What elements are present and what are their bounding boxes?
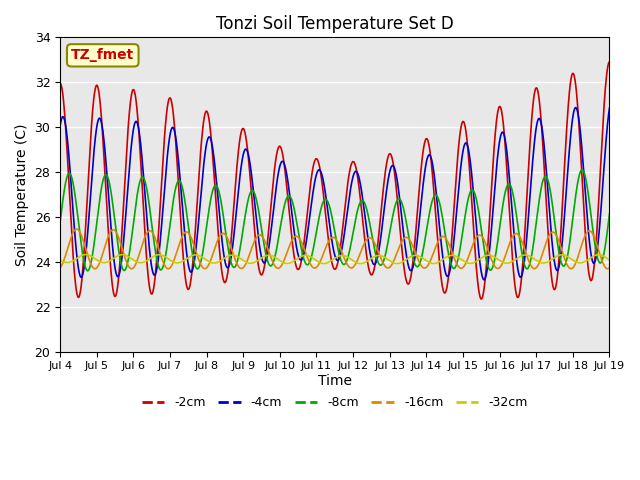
Text: TZ_fmet: TZ_fmet — [71, 48, 134, 62]
X-axis label: Time: Time — [318, 374, 352, 388]
Title: Tonzi Soil Temperature Set D: Tonzi Soil Temperature Set D — [216, 15, 454, 33]
Y-axis label: Soil Temperature (C): Soil Temperature (C) — [15, 123, 29, 266]
Legend: -2cm, -4cm, -8cm, -16cm, -32cm: -2cm, -4cm, -8cm, -16cm, -32cm — [137, 391, 532, 414]
